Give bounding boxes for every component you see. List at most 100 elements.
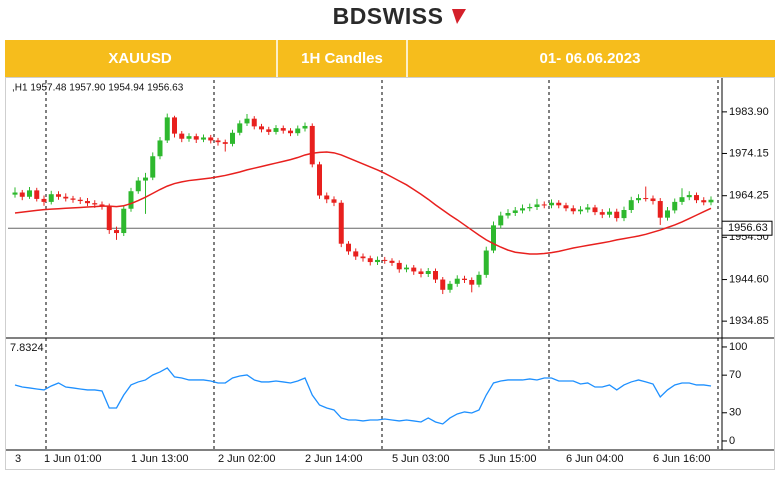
candle-body [686,195,692,198]
candle-body [99,204,105,207]
candle-body [440,279,446,290]
candle-body [215,140,221,143]
candle-body [505,212,511,216]
candle-body [447,283,453,290]
candle-body [309,125,315,165]
candle-body [222,142,228,144]
candle-body [208,137,214,141]
candle-body [418,271,424,274]
candle-body [563,205,569,209]
candle-body [360,256,366,259]
candle-body [636,198,641,201]
candle-body [48,194,54,202]
candle-body [389,260,395,263]
candle-body [114,230,119,234]
candle-body [694,195,699,201]
candle-body [353,251,359,257]
candle-body [193,136,199,140]
x-tick-label: 3 [15,453,21,465]
candle-body [382,259,388,261]
candle-body [266,129,272,132]
candle-body [462,278,467,280]
candle-body [498,215,504,226]
date-range: 01- 06.06.2023 [540,50,641,67]
candle-body [657,201,663,218]
logo: BDSWISS [333,3,444,29]
candle-body [433,271,438,280]
moving-average [14,151,712,255]
candle-body [143,177,148,181]
y-tick-label: 70 [729,369,741,381]
x-tick-label: 6 Jun 04:00 [566,453,624,465]
x-tick-label: 6 Jun 16:00 [653,453,711,465]
candle-body [106,206,112,231]
candle-body [585,207,591,210]
candle-body [570,208,576,212]
candle-body [628,200,634,210]
symbol: XAUUSD [108,50,172,67]
candle-body [19,192,25,197]
candle-body [63,196,69,199]
x-tick-label: 5 Jun 03:00 [392,453,450,465]
candle-body [273,128,279,132]
candle-body [280,128,286,131]
candle-body [476,274,482,285]
candle-body [56,194,61,197]
candle-body [512,210,518,213]
candle-body [599,212,605,215]
candle-body [172,117,177,134]
x-tick-label: 1 Jun 01:00 [44,453,102,465]
candle-body [157,140,163,157]
candle-body [411,267,417,272]
candle-body [338,202,344,244]
candle-body [708,199,714,203]
candle-body [288,130,293,134]
day-separators [45,80,719,450]
candle-body [201,137,206,140]
candle-body [679,197,685,202]
candle-body [302,125,308,129]
candle-body [85,201,90,204]
y-tick-label: 1944.60 [729,273,769,285]
candle-body [425,271,431,274]
candle-body [491,225,496,251]
candle-body [672,201,678,211]
candle-body [70,198,76,200]
candle-body [527,207,533,209]
candle-body [92,203,98,205]
x-tick-label: 2 Jun 14:00 [305,453,363,465]
candle-body [237,123,243,133]
candle-body [164,117,170,141]
candle-body [41,198,47,202]
ohlc-info: ,H1 1957.48 1957.90 1954.94 1956.63 [12,83,184,94]
x-tick-label: 1 Jun 13:00 [131,453,189,465]
candle-body [186,136,192,139]
candle-body [592,207,598,213]
candle-body [259,126,264,130]
candle-body [331,199,337,203]
candle-body [454,278,460,284]
y-tick-label: 30 [729,407,741,419]
candle-body [230,132,235,144]
logo-mark [452,9,466,24]
candle-body [621,210,627,219]
header-bar [5,40,775,77]
y-tick-label: 1974.15 [729,147,769,159]
candle-body [367,258,373,263]
candle-body [12,192,18,195]
candle-body [121,208,127,234]
candle-body [244,118,250,124]
candle-body [404,267,409,270]
candle-body [375,259,380,263]
candle-body [541,204,547,206]
candle-body [150,156,156,178]
candle-body [483,250,489,275]
x-tick-label: 5 Jun 15:00 [479,453,537,465]
candle-body [77,199,83,202]
last-price-box [721,220,773,236]
candle-body [396,262,402,270]
candle-body [179,133,185,139]
candle-body [324,195,330,200]
candle-body [520,208,525,211]
